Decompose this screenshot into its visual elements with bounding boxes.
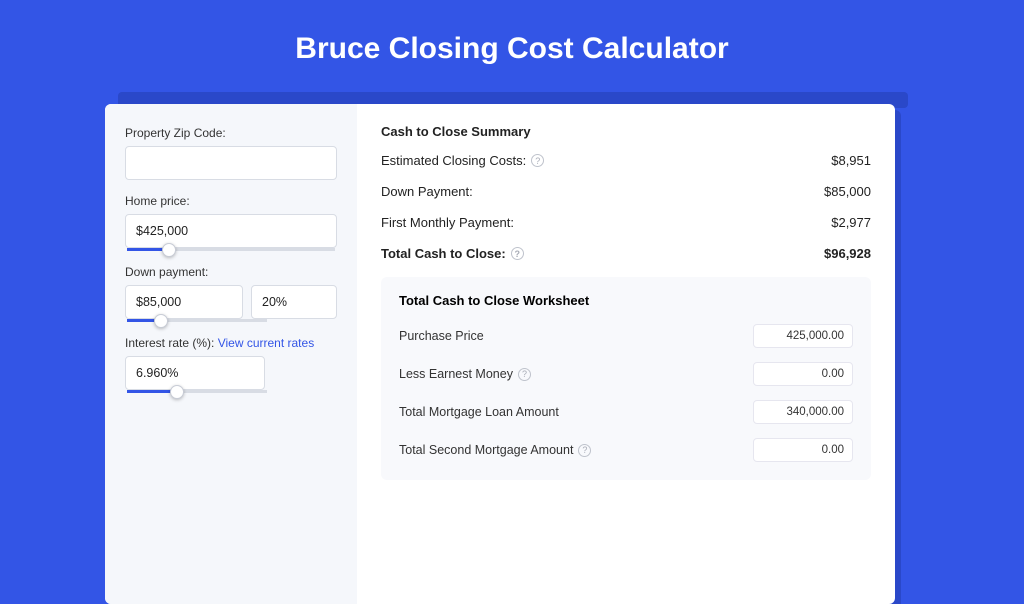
home-price-field-group: Home price: <box>125 194 337 251</box>
worksheet-label: Purchase Price <box>399 329 484 343</box>
worksheet-label-text: Less Earnest Money <box>399 367 513 381</box>
worksheet-row: Total Second Mortgage Amount? <box>399 438 853 462</box>
summary-value: $8,951 <box>831 153 871 168</box>
down-payment-pct-input[interactable] <box>251 285 337 319</box>
worksheet-label-text: Total Mortgage Loan Amount <box>399 405 559 419</box>
down-payment-slider-thumb[interactable] <box>154 314 168 328</box>
worksheet-label-text: Total Second Mortgage Amount <box>399 443 573 457</box>
summary-label-text: Estimated Closing Costs: <box>381 153 526 168</box>
worksheet-value-input[interactable] <box>753 362 853 386</box>
summary-value: $96,928 <box>824 246 871 261</box>
worksheet-label: Total Mortgage Loan Amount <box>399 405 559 419</box>
summary-value: $2,977 <box>831 215 871 230</box>
worksheet-label: Less Earnest Money? <box>399 367 531 381</box>
summary-title: Cash to Close Summary <box>381 124 871 139</box>
help-icon[interactable]: ? <box>518 368 531 381</box>
home-price-slider[interactable] <box>127 248 335 251</box>
interest-label-text: Interest rate (%): <box>125 336 218 350</box>
worksheet-value-input[interactable] <box>753 400 853 424</box>
worksheet-card: Total Cash to Close Worksheet Purchase P… <box>381 277 871 480</box>
worksheet-value-input[interactable] <box>753 438 853 462</box>
worksheet-title: Total Cash to Close Worksheet <box>399 293 853 308</box>
summary-row: Estimated Closing Costs:? $8,951 <box>381 153 871 168</box>
summary-row: Total Cash to Close:? $96,928 <box>381 246 871 261</box>
worksheet-value-input[interactable] <box>753 324 853 348</box>
inputs-panel: Property Zip Code: Home price: Down paym… <box>105 104 357 604</box>
zip-label: Property Zip Code: <box>125 126 337 140</box>
summary-panel: Cash to Close Summary Estimated Closing … <box>357 104 895 604</box>
interest-slider-thumb[interactable] <box>170 385 184 399</box>
home-price-slider-thumb[interactable] <box>162 243 176 257</box>
interest-slider[interactable] <box>127 390 267 393</box>
down-payment-field-group: Down payment: <box>125 265 337 322</box>
summary-label-text: Down Payment: <box>381 184 473 199</box>
help-icon[interactable]: ? <box>578 444 591 457</box>
help-icon[interactable]: ? <box>511 247 524 260</box>
summary-row: Down Payment: $85,000 <box>381 184 871 199</box>
help-icon[interactable]: ? <box>531 154 544 167</box>
home-price-label: Home price: <box>125 194 337 208</box>
summary-row: First Monthly Payment: $2,977 <box>381 215 871 230</box>
summary-label: First Monthly Payment: <box>381 215 514 230</box>
summary-label: Estimated Closing Costs:? <box>381 153 544 168</box>
zip-field-group: Property Zip Code: <box>125 126 337 180</box>
worksheet-row: Less Earnest Money? <box>399 362 853 386</box>
down-payment-input[interactable] <box>125 285 243 319</box>
summary-label: Total Cash to Close:? <box>381 246 524 261</box>
calculator-card: Property Zip Code: Home price: Down paym… <box>105 104 895 604</box>
zip-input[interactable] <box>125 146 337 180</box>
interest-input[interactable] <box>125 356 265 390</box>
down-payment-slider[interactable] <box>127 319 267 322</box>
worksheet-label: Total Second Mortgage Amount? <box>399 443 591 457</box>
worksheet-row: Purchase Price <box>399 324 853 348</box>
page-title: Bruce Closing Cost Calculator <box>0 0 1024 90</box>
summary-label: Down Payment: <box>381 184 473 199</box>
summary-value: $85,000 <box>824 184 871 199</box>
down-payment-label: Down payment: <box>125 265 337 279</box>
summary-label-text: Total Cash to Close: <box>381 246 506 261</box>
worksheet-label-text: Purchase Price <box>399 329 484 343</box>
home-price-input[interactable] <box>125 214 337 248</box>
view-rates-link[interactable]: View current rates <box>218 336 315 350</box>
summary-label-text: First Monthly Payment: <box>381 215 514 230</box>
interest-field-group: Interest rate (%): View current rates <box>125 336 337 393</box>
interest-label: Interest rate (%): View current rates <box>125 336 337 350</box>
worksheet-row: Total Mortgage Loan Amount <box>399 400 853 424</box>
